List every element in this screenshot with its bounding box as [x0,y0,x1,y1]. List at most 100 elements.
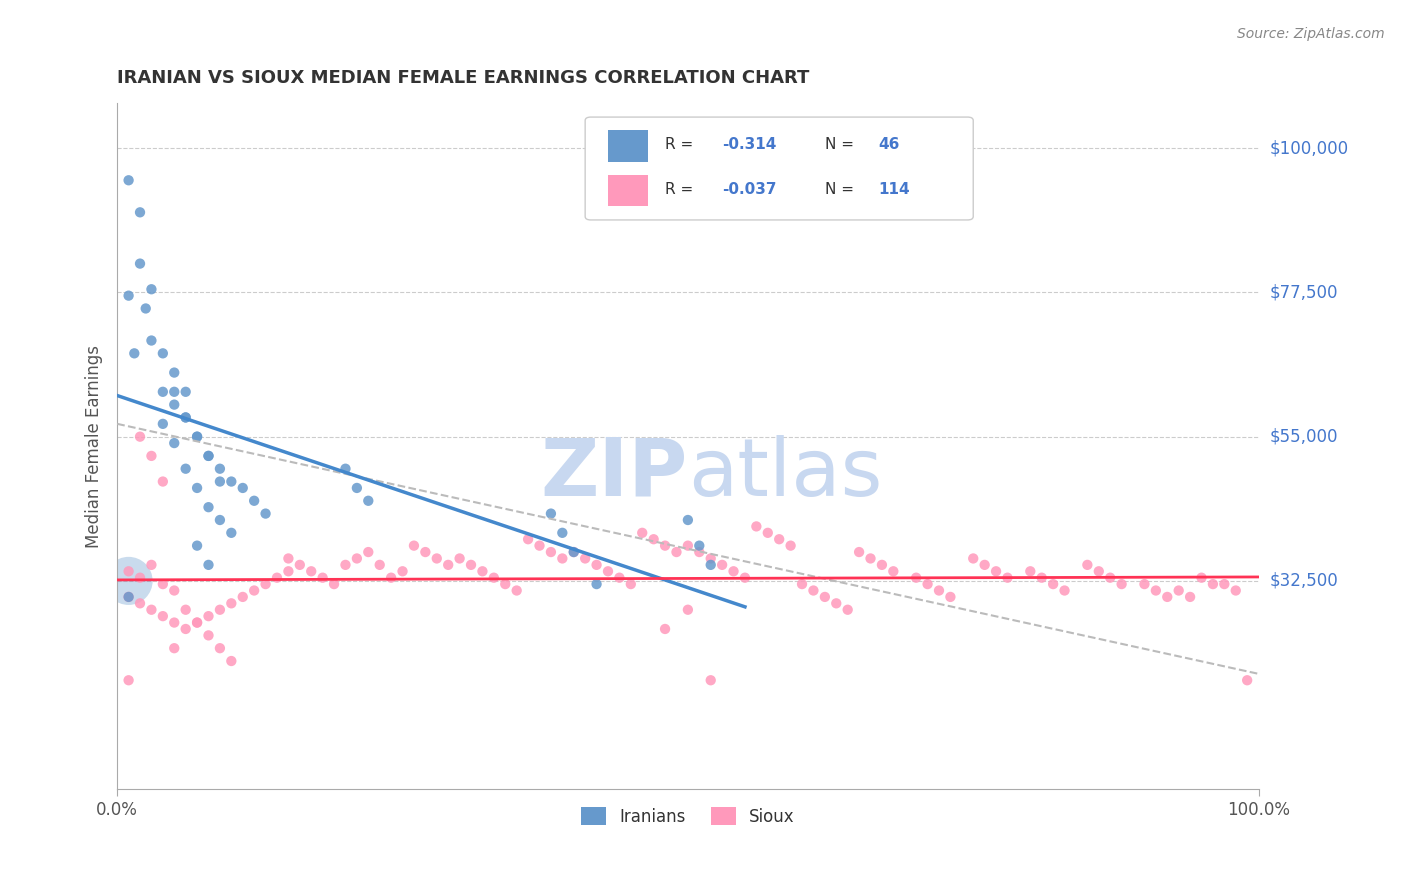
FancyBboxPatch shape [607,175,648,206]
Point [152,475,174,489]
Point [1202,577,1225,591]
Point [163,366,186,380]
Point [197,628,219,642]
Point [973,558,995,572]
Point [837,603,859,617]
Point [1144,583,1167,598]
Point [596,564,619,578]
Text: R =: R = [665,137,693,152]
Point [1111,577,1133,591]
Point [540,545,562,559]
Point [357,545,380,559]
Point [163,641,186,656]
FancyBboxPatch shape [585,117,973,220]
Point [437,558,460,572]
Point [141,558,163,572]
Point [197,609,219,624]
Point [768,533,790,547]
Text: N =: N = [825,137,853,152]
Point [197,449,219,463]
Text: R =: R = [665,182,693,196]
Point [232,481,254,495]
Point [152,417,174,431]
Point [163,398,186,412]
Point [368,558,391,572]
Point [676,539,699,553]
Point [117,173,139,187]
Point [124,346,146,360]
Point [449,551,471,566]
Point [1236,673,1258,688]
Text: -0.037: -0.037 [723,182,776,196]
Point [529,539,551,553]
Point [1213,577,1236,591]
Point [208,641,231,656]
Point [323,577,346,591]
Point [311,571,333,585]
Point [917,577,939,591]
FancyBboxPatch shape [607,130,648,161]
Point [221,654,243,668]
Point [208,475,231,489]
Point [299,564,322,578]
Point [254,577,277,591]
Text: IRANIAN VS SIOUX MEDIAN FEMALE EARNINGS CORRELATION CHART: IRANIAN VS SIOUX MEDIAN FEMALE EARNINGS … [117,69,810,87]
Point [882,564,904,578]
Point [426,551,449,566]
Point [152,577,174,591]
Point [745,519,768,533]
Point [174,603,197,617]
Point [186,615,208,630]
Text: atlas: atlas [688,434,882,513]
Point [232,590,254,604]
Point [562,545,585,559]
Point [1042,577,1064,591]
Point [1133,577,1156,591]
Text: $32,500: $32,500 [1270,572,1339,590]
Point [197,558,219,572]
Point [540,507,562,521]
Point [186,430,208,444]
Point [197,449,219,463]
Point [779,539,801,553]
Text: -0.314: -0.314 [723,137,776,152]
Point [688,539,710,553]
Point [117,574,139,588]
Point [1076,558,1098,572]
Point [620,577,643,591]
Point [174,410,197,425]
Point [357,493,380,508]
Point [117,590,139,604]
Point [460,558,482,572]
Point [163,583,186,598]
Point [928,583,950,598]
Point [756,525,779,540]
Point [243,583,266,598]
Point [254,507,277,521]
Point [574,551,596,566]
Point [163,384,186,399]
Point [243,493,266,508]
Point [174,622,197,636]
Point [699,558,721,572]
Point [1225,583,1247,598]
Point [129,257,152,271]
Point [609,571,631,585]
Point [1099,571,1122,585]
Point [711,558,734,572]
Text: $55,000: $55,000 [1270,427,1339,446]
Point [141,603,163,617]
Text: ZIP: ZIP [541,434,688,513]
Point [631,525,654,540]
Text: $77,500: $77,500 [1270,284,1339,301]
Point [643,533,665,547]
Point [221,475,243,489]
Point [380,571,402,585]
Point [197,500,219,515]
Point [939,590,962,604]
Point [391,564,413,578]
Point [688,545,710,559]
Point [346,551,368,566]
Point [494,577,516,591]
Point [174,384,197,399]
